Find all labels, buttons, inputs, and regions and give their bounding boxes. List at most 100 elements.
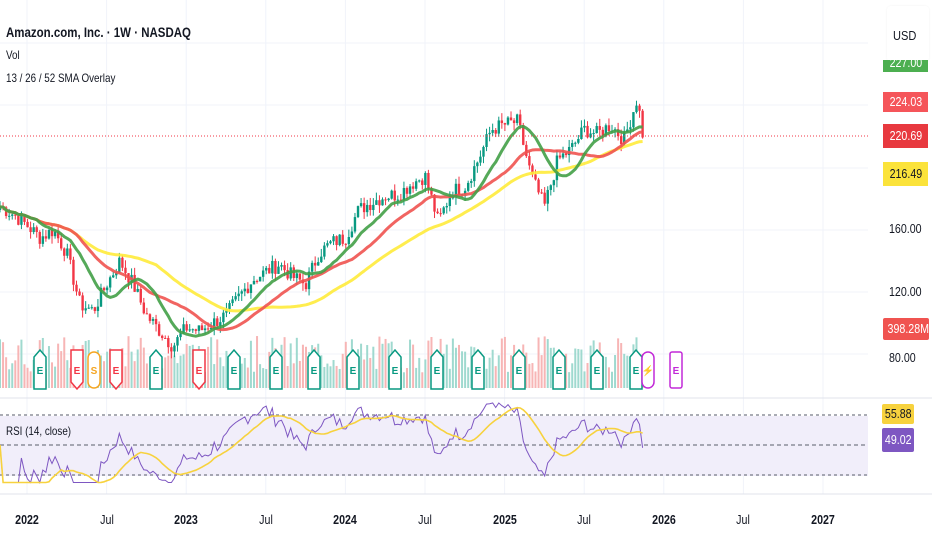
event-letter: E xyxy=(196,366,203,377)
volume-bar xyxy=(506,371,509,388)
candle-body xyxy=(206,328,210,330)
volume-bar xyxy=(173,355,176,388)
volume-bar xyxy=(246,367,249,388)
volume-bar xyxy=(467,367,470,388)
earnings-icon xyxy=(388,348,402,390)
event-letter: E xyxy=(153,366,160,377)
earnings-marker: E xyxy=(388,348,402,390)
candle-body xyxy=(519,114,522,126)
candle-body xyxy=(384,199,387,201)
volume-bar xyxy=(17,345,20,388)
candle-body xyxy=(500,120,504,124)
candle-body xyxy=(393,190,396,201)
volume-bar xyxy=(369,357,372,388)
earnings-icon xyxy=(471,348,485,390)
volume-bar xyxy=(259,364,262,388)
candle-body xyxy=(261,270,265,277)
rsi-background xyxy=(0,416,868,476)
volume-bar xyxy=(620,343,623,388)
volume-bar xyxy=(543,336,546,388)
candle-body xyxy=(418,180,421,182)
candle-body xyxy=(277,266,280,274)
candle-body xyxy=(571,143,574,147)
candle-body xyxy=(188,329,191,331)
candle-body xyxy=(63,248,66,256)
candle-body xyxy=(0,206,2,210)
time-tick: Jul xyxy=(258,512,273,527)
candle-body xyxy=(72,259,75,285)
volume-bar xyxy=(8,369,11,388)
candle-body xyxy=(512,120,516,124)
volume-bar xyxy=(491,349,494,388)
volume-bar xyxy=(292,363,295,388)
candle-body xyxy=(20,214,23,225)
candle-body xyxy=(503,123,507,125)
sma-52-line xyxy=(0,140,643,313)
volume-bar xyxy=(219,357,222,388)
volume-bar xyxy=(295,337,298,388)
price-label-sma52: 216.49 xyxy=(883,162,928,186)
candle-body xyxy=(359,203,363,207)
volume-bar xyxy=(5,357,8,388)
volume-bar xyxy=(577,348,580,388)
rsi-legend[interactable]: RSI (14, close) xyxy=(6,424,72,438)
volume-legend[interactable]: Vol xyxy=(6,48,20,62)
candle-body xyxy=(108,277,112,288)
price-label-last: 220.69 xyxy=(883,124,928,148)
volume-bar xyxy=(26,367,29,388)
volume-bar xyxy=(458,344,460,388)
earnings-icon xyxy=(269,348,283,390)
volume-bar xyxy=(145,363,148,388)
volume-bar xyxy=(497,355,500,388)
volume-bar xyxy=(124,366,127,388)
candle-body xyxy=(494,130,497,134)
candle-body xyxy=(142,302,146,314)
volume-bar xyxy=(488,357,491,388)
volume-bar xyxy=(225,350,228,388)
volume-bar xyxy=(176,363,179,388)
volume-bar xyxy=(188,345,191,388)
volume-bar xyxy=(283,337,286,388)
candle-body xyxy=(356,206,360,218)
candle-body xyxy=(580,127,583,140)
candle-body xyxy=(586,125,589,138)
candle-body xyxy=(249,284,253,293)
currency-button[interactable]: USD xyxy=(887,6,929,62)
volume-bar xyxy=(617,338,620,388)
candle-body xyxy=(344,243,347,245)
time-tick: 2024 xyxy=(333,512,358,527)
candle-body xyxy=(115,272,118,276)
candle-body xyxy=(99,287,103,307)
volume-bar xyxy=(485,368,488,388)
candle-body xyxy=(268,267,271,274)
volume-bar xyxy=(375,368,378,388)
volume-bar xyxy=(424,359,427,388)
volume-bar xyxy=(503,336,506,388)
candle-body xyxy=(148,314,152,321)
earnings-marker: E xyxy=(629,348,643,390)
candle-body xyxy=(167,338,170,348)
earnings-marker: E xyxy=(669,351,683,389)
candle-body xyxy=(237,293,240,297)
candle-body xyxy=(47,230,51,239)
volume-bar xyxy=(63,337,66,388)
candle-body xyxy=(390,190,393,199)
volume-bar xyxy=(207,346,210,388)
candle-body xyxy=(11,214,14,216)
candle-body xyxy=(121,257,124,268)
candle-body xyxy=(641,110,644,138)
candle-body xyxy=(298,273,302,280)
candle-body xyxy=(243,288,246,292)
candle-body xyxy=(623,132,626,145)
earnings-icon xyxy=(629,348,643,390)
volume-bar xyxy=(216,339,219,388)
candle-body xyxy=(445,206,448,208)
volume-bar xyxy=(240,363,243,388)
candle-body xyxy=(414,181,418,189)
candle-body xyxy=(313,262,317,266)
sma-legend[interactable]: 13 / 26 / 52 SMA Overlay xyxy=(6,71,116,85)
volume-bar xyxy=(84,340,87,388)
volume-bar xyxy=(470,346,473,388)
earnings-marker: E xyxy=(430,348,444,390)
